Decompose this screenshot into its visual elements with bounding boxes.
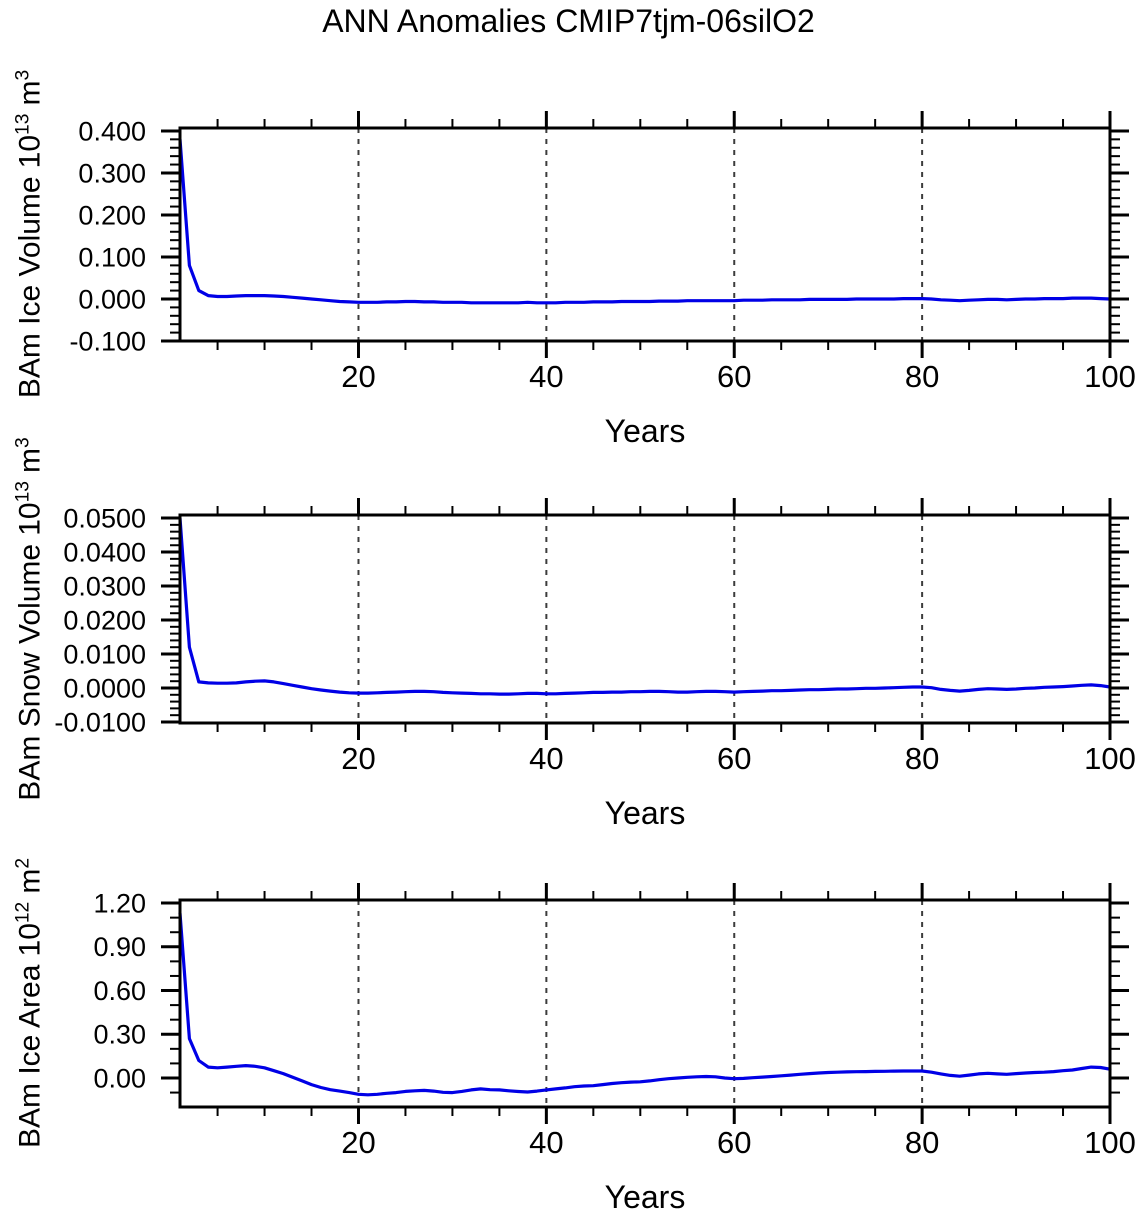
unit-exponent: 3 [12,437,34,448]
y-tick-label: 0.400 [78,116,146,146]
x-axis-title-panel-2: Years [604,795,686,831]
y-tick-label: -0.0100 [54,707,146,737]
plot-frame [178,126,1112,343]
panel-ice-volume: 20 40 60 80 100 0.400 0.300 0.200 0.100 0.000 -0.1… [69,111,1136,394]
y-tick-label: 1.20 [93,889,146,919]
unit-exponent: 2 [12,858,34,869]
y-tick-label: 0.0100 [63,639,146,669]
series-line-snow-volume [178,516,1112,696]
scale-exponent: 12 [12,901,34,924]
y-axis-title-text: BAm Snow Volume [13,543,47,801]
y-tick-label: 0.100 [78,242,146,272]
scale-exponent: 13 [12,481,34,503]
y-axis-title-text: BAm Ice Area [13,964,47,1148]
y-axis-title-snow-volume: BAm Snow Volume 1013 m3 [13,437,48,800]
y-tick-label: 0.0300 [63,571,146,601]
y-tick-label: 0.300 [78,158,146,188]
unit-base: m [13,447,47,473]
x-tick-label: 40 [529,1125,563,1160]
unit-base: m [13,80,47,106]
unit-exponent: 3 [12,69,34,81]
scale-exponent: 13 [12,113,34,135]
y-tick-label: 0.90 [93,932,146,962]
y-tick-label: 0.000 [78,284,146,314]
y-tick-label: 0.0500 [63,504,146,534]
ticks [161,498,1129,740]
gridlines [357,128,924,341]
gridlines [357,900,924,1107]
y-tick-label: 0.30 [93,1020,146,1050]
figure-title: ANN Anomalies CMIP7tjm-06silO2 [322,3,815,39]
x-tick-label: 40 [529,741,563,776]
series-line-ice-area [178,911,1112,1097]
y-axis-title-text: BAm Ice Volume [13,176,47,399]
unit-base: m [13,868,47,894]
y-tick-label: -0.100 [69,326,146,356]
x-tick-label: 100 [1084,1125,1136,1160]
panel-ice-area: 20 40 60 80 100 1.20 0.90 0.60 0.30 0.00 [93,883,1136,1160]
x-tick-label: 20 [341,741,375,776]
y-tick-label: 0.0200 [63,605,146,635]
x-tick-label: 40 [529,359,563,394]
y-tick-label: 0.200 [78,200,146,230]
y-tick-label: 0.0000 [63,673,146,703]
x-tick-label: 20 [341,359,375,394]
x-tick-label: 20 [341,1125,375,1160]
x-axis-title-panel-1: Years [604,413,686,449]
series-line-ice-volume [178,137,1112,305]
x-tick-label: 60 [717,359,751,394]
x-tick-label: 80 [905,741,939,776]
x-tick-label: 60 [717,1125,751,1160]
x-tick-label: 80 [905,1125,939,1160]
x-tick-label: 100 [1084,741,1136,776]
ticks [161,883,1129,1124]
x-axis-title-panel-3: Years [604,1179,686,1215]
x-tick-label: 80 [905,359,939,394]
x-tick-label: 60 [717,741,751,776]
scale-base: 10 [13,923,47,957]
y-tick-label: 0.60 [93,976,146,1006]
y-axis-title-ice-area: BAm Ice Area 1012 m2 [13,858,48,1148]
scale-base: 10 [13,502,47,536]
plot-frame [178,898,1112,1109]
y-tick-label: 0.0400 [63,537,146,567]
scale-base: 10 [13,134,47,169]
ticks [161,111,1129,358]
y-axis-title-ice-volume: BAm Ice Volume 1013 m3 [13,70,48,398]
y-tick-label: 0.00 [93,1063,146,1093]
gridlines [357,515,924,723]
x-tick-label: 100 [1084,359,1136,394]
